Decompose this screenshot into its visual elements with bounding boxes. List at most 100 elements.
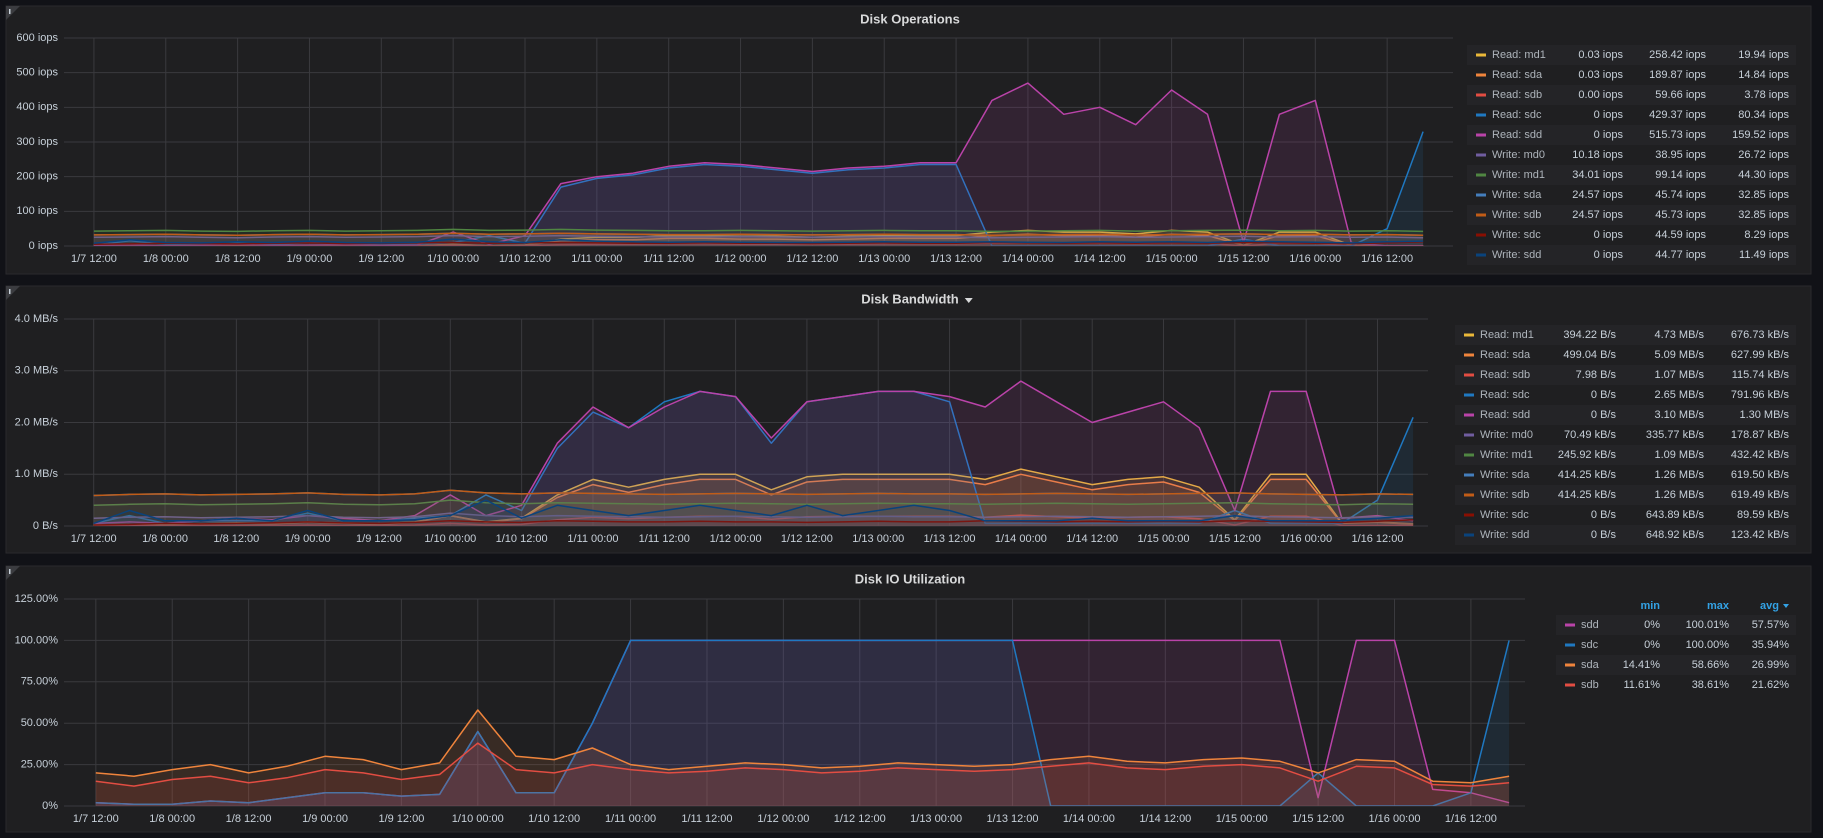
legend-stat: 100.00% bbox=[1686, 639, 1730, 651]
legend-stat: 8.29 iops bbox=[1744, 229, 1789, 241]
x-tick-label: 1/14 00:00 bbox=[1063, 813, 1115, 825]
y-tick-label: 75.00% bbox=[21, 676, 59, 688]
x-tick-label: 1/11 00:00 bbox=[571, 253, 622, 265]
legend-name: Read: sda bbox=[1492, 69, 1543, 81]
legend-swatch bbox=[1464, 413, 1474, 417]
series-area bbox=[95, 710, 1510, 806]
x-tick-label: 1/15 12:00 bbox=[1209, 533, 1261, 545]
x-tick-label: 1/16 12:00 bbox=[1361, 253, 1413, 265]
x-tick-label: 1/12 00:00 bbox=[710, 533, 762, 545]
legend-stat: 414.25 kB/s bbox=[1558, 489, 1617, 501]
series-line bbox=[93, 514, 1414, 526]
y-tick-label: 500 iops bbox=[16, 67, 58, 79]
legend-name: Read: sdc bbox=[1480, 389, 1530, 401]
x-tick-label: 1/10 00:00 bbox=[427, 253, 479, 265]
legend-name: sda bbox=[1581, 659, 1600, 671]
legend-stat: 100.01% bbox=[1686, 619, 1730, 631]
series-line bbox=[93, 489, 1414, 497]
series-line bbox=[93, 228, 1424, 233]
x-tick-label: 1/12 12:00 bbox=[781, 533, 833, 545]
x-tick-label: 1/16 12:00 bbox=[1351, 533, 1403, 545]
legend-swatch bbox=[1476, 173, 1486, 177]
legend-stat: 24.57 iops bbox=[1572, 189, 1623, 201]
panel-menu-caret bbox=[964, 298, 973, 303]
legend-stat: 0 B/s bbox=[1591, 509, 1617, 521]
legend-swatch bbox=[1464, 453, 1474, 457]
legend-stat: 619.49 kB/s bbox=[1731, 489, 1790, 501]
legend-stat: 0.03 iops bbox=[1578, 49, 1623, 61]
x-tick-label: 1/8 00:00 bbox=[149, 813, 195, 825]
legend-stat: 394.22 B/s bbox=[1563, 329, 1616, 341]
y-tick-label: 100 iops bbox=[16, 205, 58, 217]
panel-info-icon bbox=[9, 569, 11, 574]
legend-stat: 0 iops bbox=[1594, 129, 1624, 141]
x-tick-label: 1/15 12:00 bbox=[1217, 253, 1269, 265]
legend-stat: 26.72 iops bbox=[1738, 149, 1789, 161]
legend-stat: 99.14 iops bbox=[1655, 169, 1706, 181]
legend-name: Write: md0 bbox=[1492, 149, 1545, 161]
x-tick-label: 1/11 12:00 bbox=[643, 253, 694, 265]
legend-stat: 32.85 iops bbox=[1738, 209, 1789, 221]
legend-stat: 35.94% bbox=[1752, 639, 1790, 651]
legend-swatch bbox=[1476, 213, 1486, 217]
legend-stat: 499.04 B/s bbox=[1563, 349, 1616, 361]
legend-swatch bbox=[1476, 153, 1486, 157]
legend-swatch bbox=[1476, 113, 1486, 117]
legend-name: Read: md1 bbox=[1480, 329, 1534, 341]
series-line bbox=[93, 512, 1414, 519]
x-tick-label: 1/13 12:00 bbox=[987, 813, 1039, 825]
x-tick-label: 1/7 12:00 bbox=[73, 813, 119, 825]
legend-header: max bbox=[1707, 600, 1730, 612]
legend-stat: 58.66% bbox=[1692, 659, 1730, 671]
x-tick-label: 1/9 00:00 bbox=[302, 813, 348, 825]
series-line bbox=[93, 390, 1414, 525]
x-tick-label: 1/11 12:00 bbox=[639, 533, 690, 545]
x-tick-label: 1/14 12:00 bbox=[1139, 813, 1191, 825]
x-tick-label: 1/12 12:00 bbox=[786, 253, 838, 265]
legend-stat: 26.99% bbox=[1752, 659, 1790, 671]
legend-name: Read: sda bbox=[1480, 349, 1531, 361]
legend-stat: 0 B/s bbox=[1591, 389, 1617, 401]
series-area bbox=[93, 83, 1424, 246]
legend-stat: 429.37 iops bbox=[1649, 109, 1706, 121]
x-tick-label: 1/8 00:00 bbox=[142, 533, 188, 545]
legend-stat: 189.87 iops bbox=[1649, 69, 1706, 81]
panel-info-icon bbox=[9, 289, 11, 294]
legend-row-bg bbox=[1455, 365, 1796, 385]
legend-stat: 70.49 kB/s bbox=[1564, 429, 1616, 441]
legend-name: Write: sdd bbox=[1480, 529, 1529, 541]
legend-name: Write: md0 bbox=[1480, 429, 1533, 441]
x-tick-label: 1/13 00:00 bbox=[910, 813, 962, 825]
series-line bbox=[93, 82, 1424, 246]
y-tick-label: 600 iops bbox=[16, 32, 58, 44]
legend-stat: 59.66 iops bbox=[1655, 89, 1706, 101]
x-tick-label: 1/11 12:00 bbox=[681, 813, 732, 825]
legend-row-bg bbox=[1455, 525, 1796, 545]
x-tick-label: 1/14 12:00 bbox=[1066, 533, 1118, 545]
legend-header: min bbox=[1640, 600, 1660, 612]
y-tick-label: 2.0 MB/s bbox=[15, 416, 59, 428]
legend-stat: 245.92 kB/s bbox=[1558, 449, 1617, 461]
x-tick-label: 1/9 00:00 bbox=[285, 533, 331, 545]
legend-stat: 14.41% bbox=[1623, 659, 1661, 671]
series-line bbox=[93, 499, 1414, 507]
y-tick-label: 4.0 MB/s bbox=[15, 313, 59, 325]
x-tick-label: 1/14 00:00 bbox=[1002, 253, 1054, 265]
legend-stat: 0 iops bbox=[1594, 249, 1624, 261]
legend-swatch bbox=[1476, 93, 1486, 97]
x-tick-label: 1/15 00:00 bbox=[1216, 813, 1268, 825]
series-area bbox=[93, 490, 1414, 526]
series-area bbox=[93, 519, 1414, 526]
legend-name: Write: sdc bbox=[1480, 509, 1529, 521]
legend-stat: 0 B/s bbox=[1591, 409, 1617, 421]
x-tick-label: 1/14 00:00 bbox=[995, 533, 1047, 545]
x-tick-label: 1/13 12:00 bbox=[930, 253, 982, 265]
legend-stat: 1.26 MB/s bbox=[1654, 489, 1704, 501]
series-area bbox=[93, 391, 1414, 526]
legend-name: Read: md1 bbox=[1492, 49, 1546, 61]
legend-stat: 11.49 iops bbox=[1739, 249, 1789, 261]
series-line bbox=[95, 709, 1510, 784]
x-tick-label: 1/11 00:00 bbox=[567, 533, 618, 545]
legend-swatch bbox=[1476, 73, 1486, 77]
